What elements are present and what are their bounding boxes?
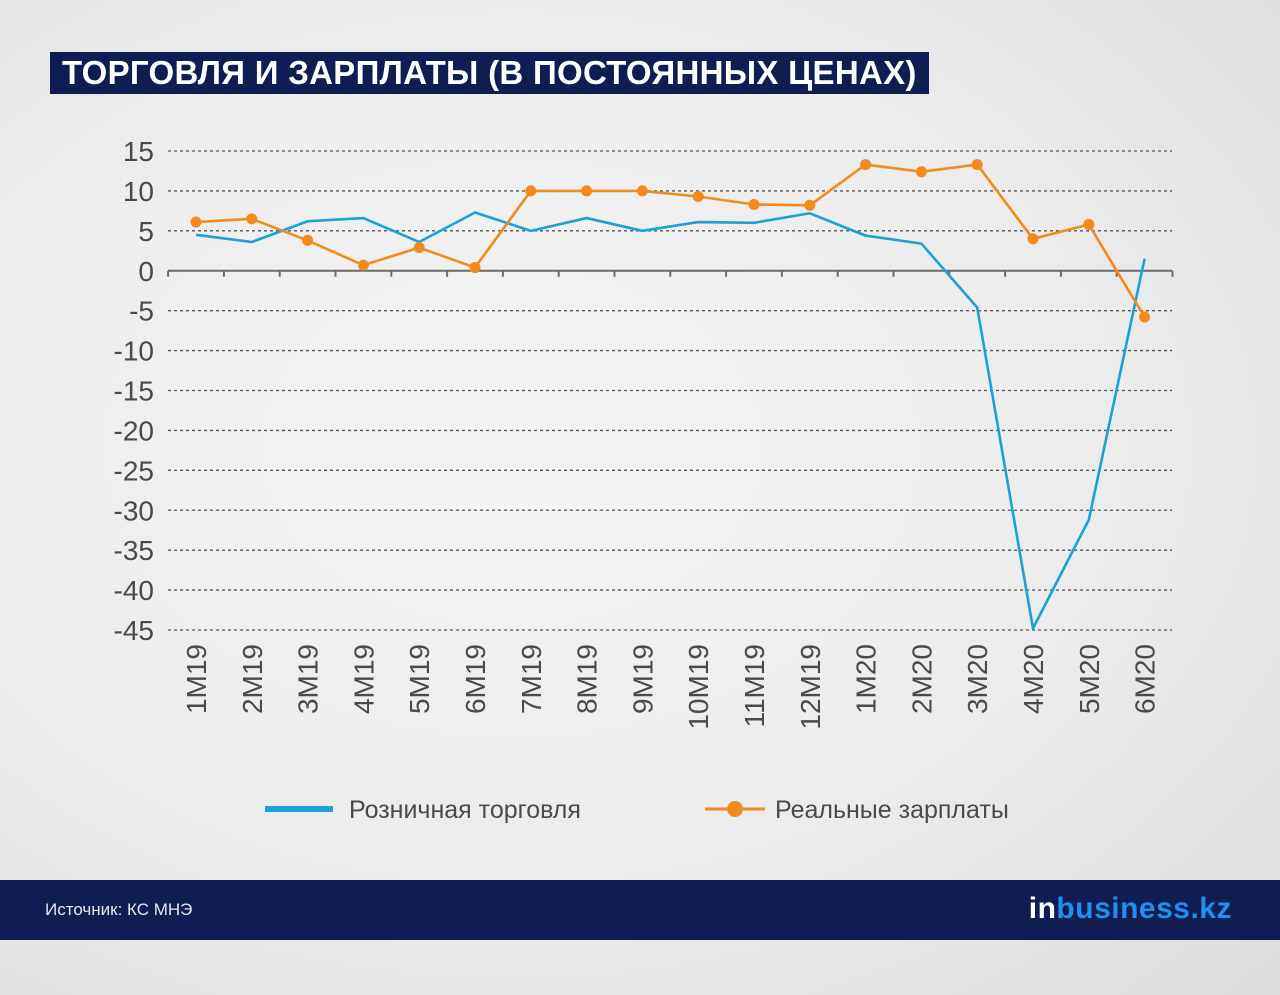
y-tick-label: -30	[114, 495, 154, 526]
data-point-wages	[1139, 311, 1151, 323]
x-tick-label: 5M19	[404, 644, 435, 714]
chart-title: ТОРГОВЛЯ И ЗАРПЛАТЫ (В ПОСТОЯННЫХ ЦЕНАХ)	[50, 52, 929, 94]
legend: Розничная торговля Реальные зарплаты	[265, 796, 1009, 824]
data-point-wages	[804, 199, 816, 211]
data-point-wages	[748, 198, 760, 210]
x-tick-label: 6M20	[1130, 644, 1161, 714]
data-point-wages	[246, 213, 258, 225]
brand-logo: inbusiness.kz	[1029, 892, 1232, 926]
x-tick-label: 12M19	[795, 644, 826, 730]
y-tick-label: -15	[114, 376, 154, 407]
x-tick-label: 2M20	[906, 644, 937, 714]
legend-swatch-wages-marker	[727, 801, 743, 817]
data-point-wages	[413, 242, 425, 254]
data-point-wages	[692, 191, 704, 203]
data-point-wages	[915, 166, 927, 178]
data-point-wages	[971, 159, 983, 171]
footer-bar: Источник: КС МНЭ inbusiness.kz	[0, 880, 1280, 940]
y-tick-label: -5	[129, 296, 154, 327]
axis-layer: 15 10 5 0 -5 -10 -15 -20 -25 -30 -35 -40 -45 1M19 2M19…	[114, 136, 1174, 730]
x-tick-label: 8M19	[572, 644, 603, 714]
x-tick-label: 1M20	[851, 644, 882, 714]
x-tick-label: 9M19	[627, 644, 658, 714]
series-line-wages	[195, 163, 1146, 318]
data-point-wages	[190, 216, 202, 228]
y-tick-label: -10	[114, 336, 154, 367]
series-layer	[190, 159, 1151, 630]
x-tick-label: 2M19	[237, 644, 268, 714]
y-tick-label: -45	[114, 615, 154, 646]
x-tick-label: 3M19	[293, 644, 324, 714]
x-tick-label: 6M19	[460, 644, 491, 714]
x-tick-label: 7M19	[516, 644, 547, 714]
data-point-wages	[860, 159, 872, 171]
x-tick-label: 3M20	[962, 644, 993, 714]
y-tick-label: -25	[114, 455, 154, 486]
data-point-wages	[1027, 233, 1039, 245]
brand-logo-prefix: in	[1028, 892, 1057, 925]
legend-label-wages: Реальные зарплаты	[775, 796, 1009, 824]
y-tick-label: -20	[114, 415, 154, 446]
x-tick-label: 10M19	[683, 644, 714, 730]
brand-logo-domain: business.kz	[1056, 892, 1232, 925]
y-tick-label: 10	[123, 176, 154, 207]
data-point-wages	[581, 185, 593, 197]
y-tick-label: 15	[123, 136, 154, 167]
x-tick-label: 11M19	[739, 644, 770, 728]
y-tick-label: 0	[138, 256, 154, 287]
data-point-wages	[469, 262, 481, 274]
data-point-wages	[357, 259, 369, 271]
line-chart: 15 10 5 0 -5 -10 -15 -20 -25 -30 -35 -40 -45 1M19 2M19…	[114, 136, 1174, 824]
data-point-wages	[1083, 218, 1095, 230]
data-point-wages	[302, 234, 314, 246]
legend-label-retail: Розничная торговля	[349, 796, 581, 824]
data-point-wages	[636, 185, 648, 197]
x-tick-label: 5M20	[1074, 644, 1105, 714]
data-point-wages	[525, 185, 537, 197]
x-tick-label: 4M19	[348, 644, 379, 714]
y-tick-label: -40	[114, 575, 154, 606]
series-line-retail	[195, 211, 1146, 630]
y-tick-label: 5	[138, 216, 154, 247]
x-tick-label: 4M20	[1018, 644, 1049, 714]
y-tick-label: -35	[114, 535, 154, 566]
source-note: Источник: КС МНЭ	[45, 900, 193, 919]
x-tick-label: 1M19	[181, 644, 212, 714]
